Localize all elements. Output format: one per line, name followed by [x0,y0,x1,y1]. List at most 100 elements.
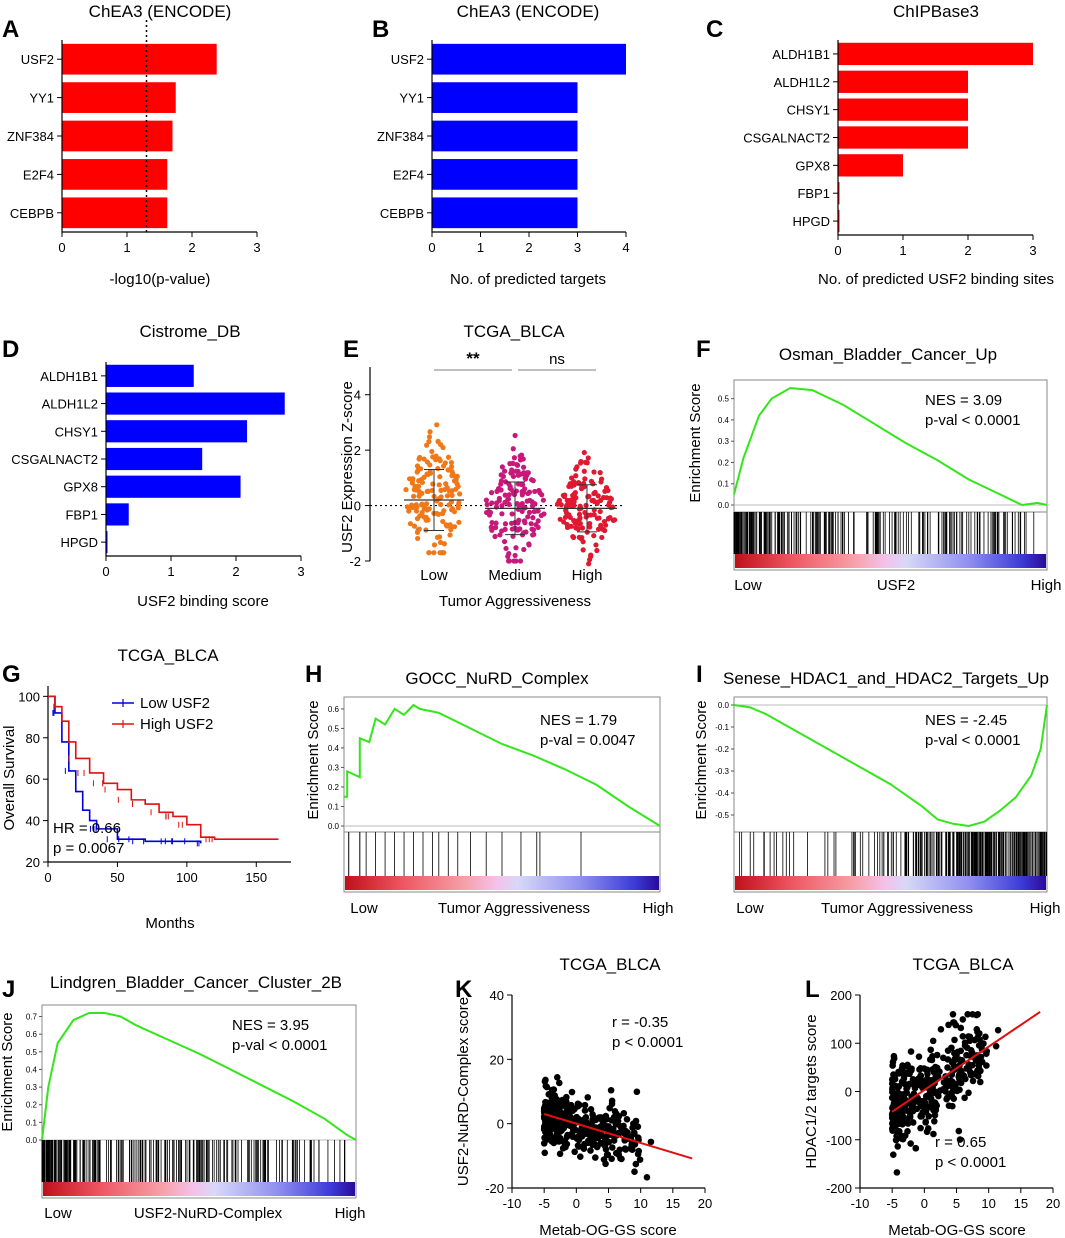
legend-label: Low USF2 [140,695,210,712]
data-point [623,1116,631,1123]
data-point [932,1106,940,1114]
chart-title: Cistrome_DB [139,322,240,341]
data-point [437,539,444,545]
panel-letter-l: L [805,976,820,1003]
data-point [584,460,590,466]
category-label: CSGALNACT2 [743,131,830,146]
data-point [890,1117,897,1125]
survival-curve-low [48,695,202,844]
chart-title: ChEA3 (ENCODE) [89,2,232,21]
data-point [964,1011,971,1018]
data-point [584,1094,592,1101]
data-point [593,542,599,548]
data-point [572,1126,580,1134]
data-point [890,1074,897,1081]
data-point [575,480,582,486]
category-label: CSGALNACT2 [11,452,98,467]
data-point [520,471,526,477]
bar-usf2 [62,43,217,75]
y-tick-label: 20 [490,1052,504,1067]
category-label: ALDH1B1 [772,47,830,62]
data-point [610,1137,618,1144]
data-point [958,1056,966,1064]
data-point [425,488,431,494]
data-point [963,1051,970,1059]
plot-frame [733,696,1048,893]
data-point [502,499,508,505]
bar-cebpb [62,197,168,229]
data-point [922,1119,929,1126]
panel-letter-k: K [455,976,473,1003]
data-point [601,1142,609,1150]
data-point [560,1112,568,1120]
y-tick-label: 0.4 [328,744,340,753]
data-point [558,502,564,508]
x-axis-label: Metab-OG-GS score [888,1222,1026,1238]
panel-letter-i: I [696,661,703,688]
x-tick-label: 1 [899,243,906,258]
data-point [920,1065,928,1072]
x-tick-label: 20 [1046,1196,1060,1211]
data-point [438,501,444,508]
panel-e: E TCGA_BLCA -2 0 2 4 Low Medium High ** ns Tumor Ag… [339,322,622,610]
data-point [581,1140,588,1148]
data-point [597,470,603,476]
chart-title: ChIPBase3 [893,2,979,21]
data-point [540,1106,548,1113]
data-point [455,483,461,490]
data-point [579,525,586,531]
data-point [484,501,490,508]
pval-label: p-val < 0.0001 [925,412,1021,429]
data-point [506,501,512,508]
data-point [438,494,444,500]
x-center-label: Tumor Aggressiveness [438,900,590,917]
data-point [976,1078,984,1086]
panel-i: I Senese_HDAC1_and_HDAC2_Targets_Up 0.0 -0.… [693,661,1060,917]
panel-j: J Lindgren_Bladder_Cancer_Cluster_2B 0.7 0.… [0,973,365,1222]
data-point [957,1079,965,1087]
data-point [600,1156,608,1163]
category-label: ALDH1B1 [40,369,98,384]
category-label: ALDH1L2 [42,397,98,412]
data-point [421,456,427,462]
data-point [498,481,504,487]
data-point [899,1135,907,1143]
data-point [900,1075,908,1082]
data-point [434,534,441,540]
y-tick-label: 4 [354,388,361,403]
data-point [596,515,602,521]
data-point [559,1101,567,1109]
data-point [929,1066,936,1073]
data-point [403,487,409,493]
panel-d: D Cistrome_DB ALDH1B1 ALDH1L2 CHSY1 CSGALNACT… [2,322,305,610]
data-point [431,542,438,548]
data-point [631,1168,638,1176]
bar-znf384 [432,120,578,152]
data-point [924,1125,932,1132]
data-point [956,1086,963,1094]
data-point [578,486,585,492]
data-point [576,1117,584,1125]
data-point [501,468,508,474]
data-point [974,1028,981,1036]
data-point [448,459,455,466]
data-point [423,514,429,520]
data-point [890,1052,898,1060]
enrichment-curve [733,704,1048,828]
data-point [556,1119,563,1126]
data-point [617,1155,624,1162]
bar-cebpb [432,197,578,229]
regression-line [891,1011,1041,1113]
data-point [548,1123,556,1130]
data-point [499,511,505,517]
data-point [612,1149,620,1157]
x-tick-label: 2 [964,243,971,258]
pval-label: p < 0.0001 [612,1034,683,1051]
data-point [536,487,542,494]
data-point [486,512,493,518]
x-tick-label: 3 [253,240,260,255]
bar-yy1 [62,82,176,113]
data-point [585,494,591,500]
bar-gpx8 [106,475,241,498]
data-point [433,453,439,459]
